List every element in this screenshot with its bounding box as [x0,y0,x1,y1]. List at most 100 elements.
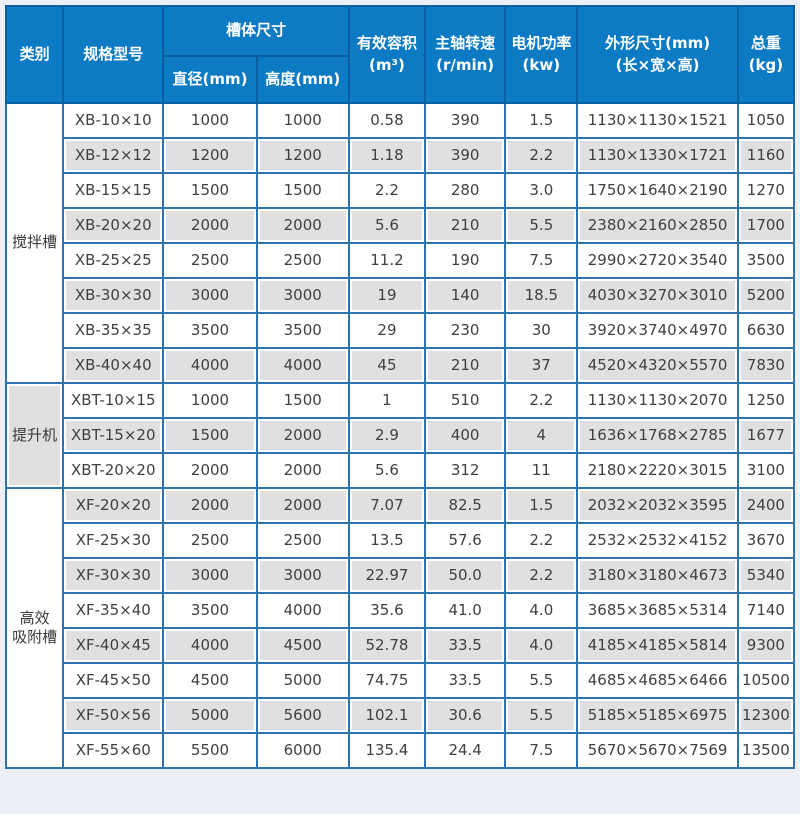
table-row: 高效 吸附槽 XF-20×20 2000 2000 7.07 82.5 1.5 2032×20… [4,487,796,769]
weight-cell: 1250 [736,382,796,419]
volume-cell: 1 [347,382,427,419]
table-row: XF-55×60 5500 6000 135.4 24.4 7.5 5670×5670×75… [6,732,796,769]
model-cell: XB-35×35 [62,312,165,349]
table-row: XF-30×30 3000 3000 22.97 50.0 2.2 3180×3180×46… [6,557,796,594]
height-cell: 2500 [255,522,350,559]
height-cell: 3000 [255,277,350,314]
volume-cell: 52.78 [347,627,427,664]
diameter-cell: 2000 [162,487,258,524]
height-cell: 1500 [255,172,350,209]
spec-table: 类别 规格型号 槽体尺寸 有效容积 (m³) 主轴转速 (r/min) 电机功率… [4,5,796,769]
table-row: XB-40×40 4000 4000 45 210 37 4520×4320×5570 783… [6,347,796,384]
model-cell: XBT-20×20 [62,452,165,489]
speed-cell: 140 [424,277,507,314]
model-cell: XB-10×10 [62,102,165,139]
speed-cell: 24.4 [424,732,507,769]
diameter-cell: 3500 [162,592,258,629]
speed-cell: 57.6 [424,522,507,559]
volume-cell: 22.97 [347,557,427,594]
table-row: 提升机 XBT-10×15 1000 1500 1 510 2.2 1130×1130×207… [4,382,796,489]
dimensions-cell: 3180×3180×4673 [576,557,739,594]
dimensions-cell: 4685×4685×6466 [576,662,739,699]
volume-cell: 29 [347,312,427,349]
dimensions-cell: 5670×5670×7569 [576,732,739,769]
power-cell: 18.5 [504,277,579,314]
volume-cell: 0.58 [347,102,427,139]
height-cell: 2000 [255,417,350,454]
dimensions-cell: 2990×2720×3540 [576,242,739,279]
table-row: XF-45×50 4500 5000 74.75 33.5 5.5 4685×4685×64… [6,662,796,699]
spec-table-body: 搅拌槽 XB-10×10 1000 1000 0.58 390 1.5 1130×1130×1… [4,102,796,769]
power-cell: 1.5 [504,487,579,524]
height-cell: 2500 [255,242,350,279]
power-cell: 2.2 [504,382,579,419]
diameter-cell: 2000 [162,207,258,244]
table-row: XB-30×30 3000 3000 19 140 18.5 4030×3270×3010 5… [6,277,796,314]
category-cell: 高效 吸附槽 [4,487,65,769]
volume-cell: 45 [347,347,427,384]
diameter-cell: 5000 [162,697,258,734]
power-cell: 3.0 [504,172,579,209]
diameter-cell: 1500 [162,417,258,454]
speed-cell: 30.6 [424,697,507,734]
weight-cell: 6630 [736,312,796,349]
height-cell: 1500 [255,382,350,419]
model-cell: XBT-15×20 [62,417,165,454]
table-row: XBT-15×20 1500 2000 2.9 400 4 1636×1768×2785 16… [6,417,796,454]
volume-cell: 74.75 [347,662,427,699]
diameter-cell: 1200 [162,137,258,174]
speed-cell: 312 [424,452,507,489]
header-category: 类别 [4,5,65,104]
height-cell: 3500 [255,312,350,349]
dimensions-cell: 2180×2220×3015 [576,452,739,489]
dimensions-cell: 4520×4320×5570 [576,347,739,384]
dimensions-cell: 2380×2160×2850 [576,207,739,244]
header-volume: 有效容积 (m³) [347,5,427,104]
height-cell: 3000 [255,557,350,594]
dimensions-cell: 1636×1768×2785 [576,417,739,454]
volume-cell: 35.6 [347,592,427,629]
speed-cell: 210 [424,207,507,244]
weight-cell: 1700 [736,207,796,244]
diameter-cell: 1000 [162,102,258,139]
power-cell: 4.0 [504,592,579,629]
power-cell: 30 [504,312,579,349]
weight-cell: 7140 [736,592,796,629]
weight-cell: 3500 [736,242,796,279]
model-cell: XB-40×40 [62,347,165,384]
diameter-cell: 3500 [162,312,258,349]
model-cell: XF-50×56 [62,697,165,734]
height-cell: 2000 [255,207,350,244]
table-row: XF-40×45 4000 4500 52.78 33.5 4.0 4185×4185×58… [6,627,796,664]
dimensions-cell: 4185×4185×5814 [576,627,739,664]
power-cell: 4 [504,417,579,454]
table-header: 类别 规格型号 槽体尺寸 有效容积 (m³) 主轴转速 (r/min) 电机功率… [4,5,796,104]
dimensions-cell: 5185×5185×6975 [576,697,739,734]
power-cell: 2.2 [504,557,579,594]
header-tank-size-group: 槽体尺寸 [162,5,350,57]
weight-cell: 9300 [736,627,796,664]
weight-cell: 1160 [736,137,796,174]
diameter-cell: 4000 [162,627,258,664]
category-cell: 提升机 [4,382,65,489]
diameter-cell: 2500 [162,522,258,559]
weight-cell: 1270 [736,172,796,209]
diameter-cell: 1500 [162,172,258,209]
weight-cell: 7830 [736,347,796,384]
volume-cell: 13.5 [347,522,427,559]
height-cell: 1200 [255,137,350,174]
header-dimensions: 外形尺寸(mm) (长×宽×高) [576,5,739,104]
model-cell: XB-15×15 [62,172,165,209]
model-cell: XB-25×25 [62,242,165,279]
power-cell: 5.5 [504,697,579,734]
diameter-cell: 1000 [162,382,258,419]
weight-cell: 10500 [736,662,796,699]
model-cell: XB-20×20 [62,207,165,244]
speed-cell: 33.5 [424,627,507,664]
volume-cell: 7.07 [347,487,427,524]
power-cell: 4.0 [504,627,579,664]
weight-cell: 3100 [736,452,796,489]
dimensions-cell: 1750×1640×2190 [576,172,739,209]
speed-cell: 280 [424,172,507,209]
speed-cell: 230 [424,312,507,349]
